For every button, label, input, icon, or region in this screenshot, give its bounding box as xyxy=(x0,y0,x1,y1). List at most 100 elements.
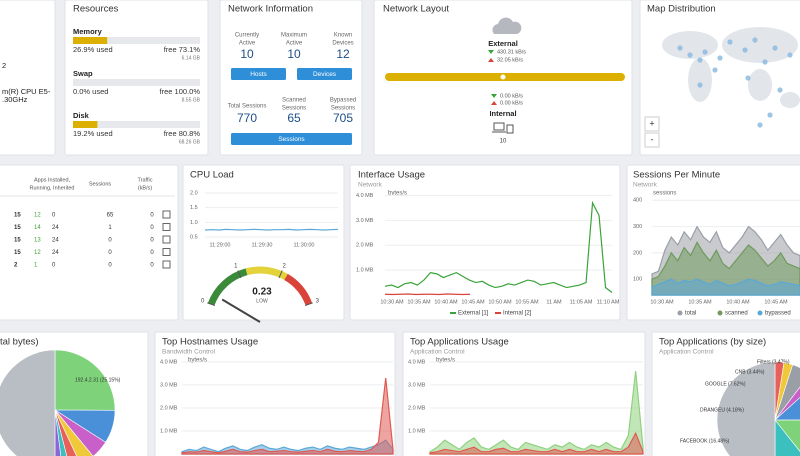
edit-icon[interactable] xyxy=(162,235,171,244)
edit-icon[interactable] xyxy=(162,260,171,269)
y-tick-label: 400 xyxy=(633,198,642,204)
label: 10:35 AM xyxy=(407,299,431,305)
map-dot xyxy=(702,49,708,55)
area-series xyxy=(181,377,394,455)
label: 15 xyxy=(14,213,21,219)
button[interactable] xyxy=(231,133,352,145)
label: m(R) CPU E5- xyxy=(2,87,51,96)
y-tick-label: 0.5 xyxy=(190,235,198,241)
label: Internal xyxy=(489,109,516,118)
panel-title: CPU Load xyxy=(190,170,234,181)
button-label[interactable]: Sessions xyxy=(278,136,305,143)
map-dot xyxy=(787,52,793,58)
label: 2 xyxy=(14,263,18,269)
area-series xyxy=(429,371,644,455)
y-tick-label: 2.0 xyxy=(190,190,198,196)
label: 0 xyxy=(108,250,112,256)
label: External xyxy=(488,39,518,48)
y-tick-label: 3.0 MB xyxy=(356,218,374,224)
label: 0 xyxy=(150,213,154,219)
label: 65 xyxy=(107,213,114,219)
label: 430.31 kB/s xyxy=(497,49,526,55)
slice-label: FACEBOOK (16.48%) xyxy=(680,438,730,444)
map-dot xyxy=(742,47,748,53)
label: 11:10 AM xyxy=(597,299,620,305)
panel-title: Sessions Per Minute xyxy=(633,170,720,181)
label: 0 xyxy=(52,263,56,269)
y-tick-label: 4.0 MB xyxy=(356,193,374,199)
label: Scanned xyxy=(282,98,306,104)
stat-value: 705 xyxy=(333,111,353,125)
usage-track xyxy=(73,37,200,44)
legend-label: bypassed xyxy=(765,311,791,317)
label: Running, Inherited xyxy=(30,185,75,191)
down-arrow xyxy=(488,50,494,54)
zoom-label[interactable]: + xyxy=(649,118,654,128)
edit-icon[interactable] xyxy=(162,248,171,256)
y-tick-label: 4.0 MB xyxy=(160,359,178,365)
label: Sessions xyxy=(89,181,112,187)
label: 24 xyxy=(52,250,59,256)
label: bytes/s xyxy=(436,358,455,364)
cloud-icon xyxy=(492,17,522,34)
line-series xyxy=(204,228,339,231)
label: Sessions xyxy=(282,106,306,112)
gauge-band xyxy=(207,268,248,306)
label: free 73.1% xyxy=(164,45,201,54)
label: 12 xyxy=(34,250,41,256)
button-label[interactable]: Devices xyxy=(313,71,337,78)
label: 10:45 AM xyxy=(764,299,788,305)
panel-title: Top Applications Usage xyxy=(410,337,509,348)
label: 10:45 AM xyxy=(461,299,485,305)
label: Active xyxy=(239,41,256,47)
edit-icon[interactable] xyxy=(162,223,171,231)
label: 10:30 AM xyxy=(650,299,674,305)
zoom-label[interactable]: - xyxy=(651,134,654,144)
slice-label: 192.4.2.31 (25.15%) xyxy=(75,377,121,383)
y-tick-label: 1.0 xyxy=(190,220,198,226)
panel-title: Network Information xyxy=(228,4,313,15)
map-dot xyxy=(697,82,703,88)
area-series xyxy=(429,431,644,455)
label: 3 xyxy=(316,299,320,305)
label: 0 xyxy=(201,299,205,305)
y-tick-label: 1.5 xyxy=(190,205,198,211)
label: Active xyxy=(286,41,303,47)
label: 0.0% used xyxy=(73,87,108,96)
zoom-button[interactable] xyxy=(644,132,660,148)
label: bytes/s xyxy=(188,358,207,364)
button[interactable] xyxy=(297,68,352,80)
label: Total Sessions xyxy=(228,104,267,110)
label: 11:30:00 xyxy=(293,242,314,248)
label: 68.26 GB xyxy=(179,139,201,145)
panel-title: Interface Usage xyxy=(358,170,425,181)
line-series xyxy=(384,200,613,293)
label: 0 xyxy=(108,238,112,244)
label: 0.00 kB/s xyxy=(500,93,523,99)
label: 10:35 AM xyxy=(688,299,712,305)
legend-label: total xyxy=(685,311,696,317)
map-dot xyxy=(752,37,758,43)
map-dot xyxy=(745,75,751,81)
map-dot xyxy=(687,52,693,58)
y-tick-label: 300 xyxy=(633,224,642,230)
panel xyxy=(402,331,646,456)
map-dot xyxy=(762,59,768,65)
label: 0 xyxy=(150,250,154,256)
zoom-button[interactable] xyxy=(644,116,660,132)
pie-slice xyxy=(54,409,68,456)
label: 1 xyxy=(108,225,112,231)
button[interactable] xyxy=(231,68,286,80)
label: bytes/s xyxy=(388,191,407,197)
button-label[interactable]: Hosts xyxy=(250,71,267,78)
device-icon xyxy=(492,122,514,134)
label: free 80.8% xyxy=(164,129,201,138)
map-dot xyxy=(757,122,763,128)
label: 11:05 AM xyxy=(570,299,593,305)
panel-title: Resources xyxy=(73,4,119,15)
label: Network xyxy=(358,182,383,189)
label: Maximum xyxy=(281,33,307,39)
label: Known xyxy=(334,33,352,39)
edit-icon[interactable] xyxy=(162,210,171,219)
